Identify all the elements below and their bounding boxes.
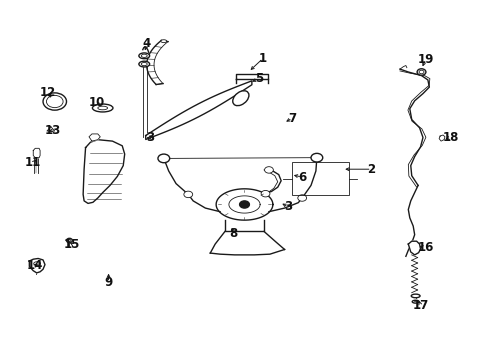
Ellipse shape (98, 106, 107, 110)
Text: 1: 1 (259, 52, 266, 65)
Text: 19: 19 (416, 53, 433, 66)
Text: 2: 2 (367, 163, 375, 176)
Circle shape (264, 167, 273, 173)
Ellipse shape (92, 104, 113, 112)
Ellipse shape (141, 54, 147, 57)
Ellipse shape (139, 53, 149, 59)
Circle shape (183, 191, 192, 198)
Ellipse shape (34, 262, 41, 265)
Circle shape (239, 201, 249, 208)
Ellipse shape (232, 91, 248, 106)
Text: 6: 6 (298, 171, 305, 184)
Ellipse shape (410, 294, 419, 298)
Text: 10: 10 (88, 96, 105, 109)
Circle shape (310, 153, 322, 162)
Circle shape (261, 190, 269, 197)
Ellipse shape (161, 40, 166, 42)
Ellipse shape (139, 61, 149, 67)
Text: 5: 5 (255, 72, 263, 85)
Text: 11: 11 (25, 156, 41, 169)
Circle shape (158, 154, 169, 163)
Text: 9: 9 (104, 276, 112, 289)
Ellipse shape (141, 63, 147, 66)
Text: 18: 18 (442, 131, 458, 144)
Bar (292, 162, 348, 195)
Polygon shape (216, 189, 272, 220)
Ellipse shape (66, 238, 72, 243)
Text: 17: 17 (411, 299, 428, 312)
Ellipse shape (68, 239, 71, 242)
Text: 3: 3 (146, 131, 154, 144)
Text: 15: 15 (64, 238, 81, 251)
Ellipse shape (411, 300, 418, 303)
Text: 4: 4 (142, 37, 150, 50)
Text: 16: 16 (416, 241, 433, 254)
Ellipse shape (46, 95, 63, 108)
Ellipse shape (43, 93, 66, 110)
Text: 13: 13 (44, 124, 61, 137)
Polygon shape (407, 241, 420, 255)
Ellipse shape (418, 70, 423, 74)
Polygon shape (145, 81, 251, 139)
Text: 3: 3 (284, 201, 292, 213)
Polygon shape (29, 258, 45, 273)
Text: 7: 7 (288, 112, 296, 125)
Text: 12: 12 (40, 86, 56, 99)
Polygon shape (438, 135, 444, 141)
Circle shape (297, 195, 306, 201)
Ellipse shape (416, 69, 425, 75)
Text: 8: 8 (229, 227, 237, 240)
Polygon shape (83, 140, 124, 203)
Polygon shape (33, 148, 40, 158)
Text: 14: 14 (27, 259, 43, 272)
Polygon shape (89, 134, 100, 141)
